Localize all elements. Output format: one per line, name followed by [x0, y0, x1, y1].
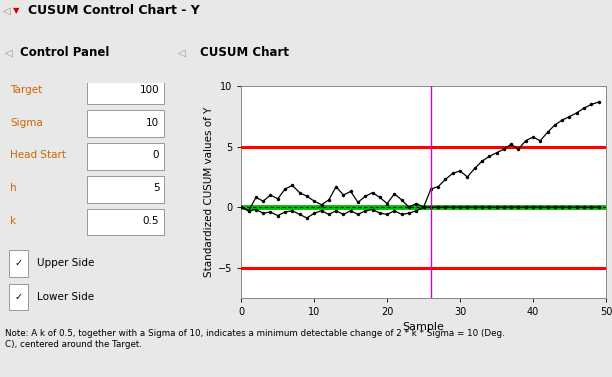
Text: Control Panel: Control Panel	[20, 46, 110, 59]
Text: Target: Target	[10, 85, 42, 95]
Y-axis label: Standardized CUSUM values of Y: Standardized CUSUM values of Y	[204, 107, 214, 277]
Text: ◁: ◁	[178, 47, 186, 57]
Text: Upper Side: Upper Side	[37, 258, 95, 268]
FancyBboxPatch shape	[88, 78, 163, 104]
Text: Lower Side: Lower Side	[37, 292, 94, 302]
Text: 0: 0	[153, 150, 159, 160]
X-axis label: Sample: Sample	[403, 322, 444, 332]
FancyBboxPatch shape	[88, 176, 163, 202]
Text: 5: 5	[153, 183, 159, 193]
Text: ◁: ◁	[3, 6, 10, 16]
Text: 0.5: 0.5	[143, 216, 159, 226]
Text: Head Start: Head Start	[10, 150, 66, 160]
Text: 100: 100	[140, 85, 159, 95]
Text: ✓: ✓	[15, 258, 23, 268]
FancyBboxPatch shape	[88, 143, 163, 170]
FancyBboxPatch shape	[9, 250, 28, 276]
FancyBboxPatch shape	[88, 208, 163, 235]
Text: CUSUM Chart: CUSUM Chart	[201, 46, 289, 59]
FancyBboxPatch shape	[9, 284, 28, 310]
Text: ◁: ◁	[5, 47, 13, 57]
Text: h: h	[10, 183, 17, 193]
Text: 10: 10	[146, 118, 159, 127]
Text: Note: A k of 0.5, together with a Sigma of 10, indicates a minimum detectable ch: Note: A k of 0.5, together with a Sigma …	[5, 329, 505, 349]
Text: CUSUM Control Chart - Y: CUSUM Control Chart - Y	[28, 5, 200, 17]
Text: k: k	[10, 216, 17, 226]
Text: Sigma: Sigma	[10, 118, 43, 127]
Text: ✓: ✓	[15, 292, 23, 302]
Text: ▼: ▼	[13, 6, 20, 15]
FancyBboxPatch shape	[88, 110, 163, 137]
